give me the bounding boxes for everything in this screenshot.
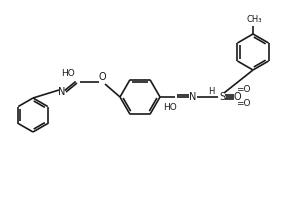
Text: S: S xyxy=(219,92,225,102)
Text: N: N xyxy=(189,92,197,102)
Text: HO: HO xyxy=(61,68,75,77)
Text: =O: =O xyxy=(236,99,251,108)
Text: O: O xyxy=(233,92,241,102)
Text: H: H xyxy=(208,88,214,97)
Text: CH₃: CH₃ xyxy=(246,16,262,24)
Text: O: O xyxy=(98,72,106,82)
Text: HO: HO xyxy=(163,102,177,112)
Text: =O: =O xyxy=(236,86,251,95)
Text: N: N xyxy=(58,87,66,97)
